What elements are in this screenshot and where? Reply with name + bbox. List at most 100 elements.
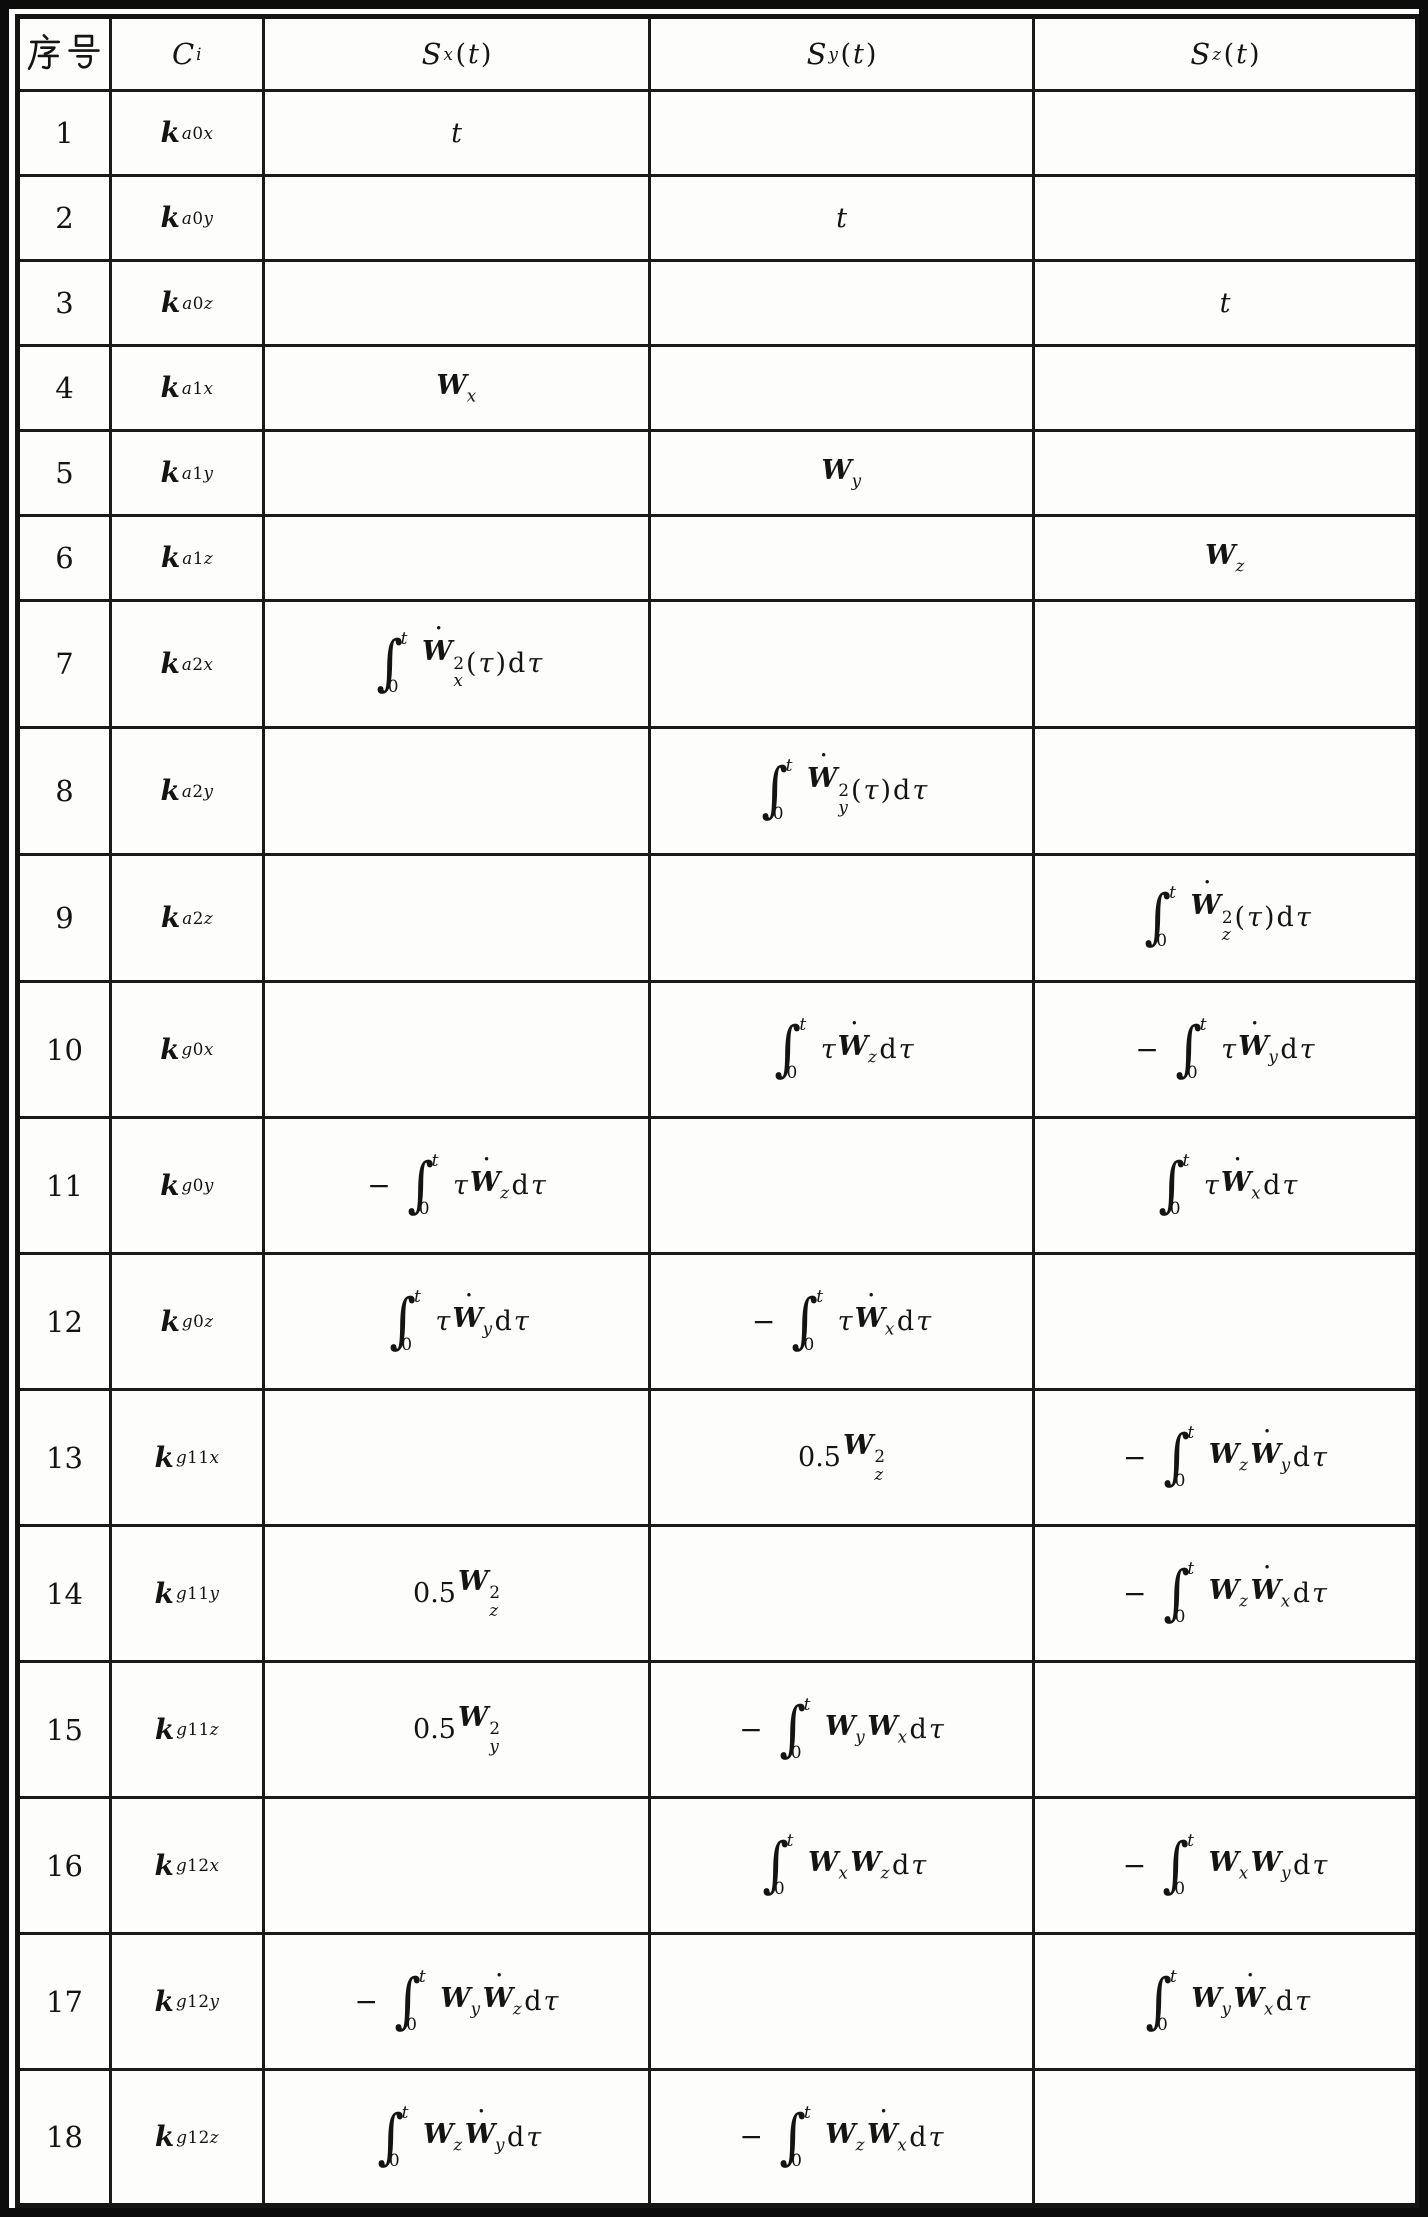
cell-sx	[262, 174, 651, 262]
cell-sx: 0.5 W 2 z	[262, 1524, 651, 1663]
cell-sy	[648, 599, 1035, 729]
cell-sz	[1032, 599, 1419, 729]
hanzi-hao-glyph	[68, 34, 100, 69]
cell-sy: ∫t0W2y(τ)dτ	[648, 726, 1035, 856]
index-header-glyphs	[27, 33, 102, 71]
header-index: 序号	[16, 15, 112, 92]
cell-sx	[262, 980, 651, 1119]
cell-sz: t	[1032, 259, 1419, 347]
cell-index: 7	[16, 599, 112, 729]
cell-sx	[262, 853, 651, 983]
cell-sx: 0.5 W 2 y	[262, 1660, 651, 1799]
cell-sx: −∫t0τWzdτ	[262, 1116, 651, 1255]
cell-ci: k a1x	[109, 344, 265, 432]
cell-index: 2	[16, 174, 112, 262]
cell-sy	[648, 514, 1035, 602]
cell-sz	[1032, 1660, 1419, 1799]
cell-sz: ∫t0W2z(τ)dτ	[1032, 853, 1419, 983]
cell-ci: k g11y	[109, 1524, 265, 1663]
cell-index: 12	[16, 1252, 112, 1391]
cell-sz	[1032, 89, 1419, 177]
cell-sx: −∫t0WyWzdτ	[262, 1932, 651, 2071]
cell-sz	[1032, 2068, 1419, 2207]
cell-sx: Wx	[262, 344, 651, 432]
cell-sz	[1032, 344, 1419, 432]
cell-sz	[1032, 1252, 1419, 1391]
coefficient-table: 序号 Ci Sx(t) Sy(t) Sz(t) 1ka0xt2ka0yt3ka0…	[15, 14, 1419, 2208]
table-body: 1 k a0x t 2 k a0y t 3 k a0z t 4 k a1x Wx 5 k a1y Wy 6 k a1z Wz 7…	[16, 89, 1419, 2207]
cell-index: 14	[16, 1524, 112, 1663]
cell-sz: − ∫ t 0 Wx Wy d τ	[1032, 1796, 1419, 1935]
table-row: 4 k a1x Wx	[16, 344, 1419, 432]
cell-index: 4	[16, 344, 112, 432]
cell-index: 13	[16, 1388, 112, 1527]
cell-index: 3	[16, 259, 112, 347]
cell-sx	[262, 429, 651, 517]
table-row: 15 k g11z 0.5 W 2 y − ∫ t 0 Wy Wx d τ	[16, 1660, 1419, 1799]
cell-sx: t	[262, 89, 651, 177]
cell-sy: − ∫ t 0 Wy Wx d τ	[648, 1660, 1035, 1799]
cell-index: 10	[16, 980, 112, 1119]
cell-ci: k a1z	[109, 514, 265, 602]
cell-ci: k a0y	[109, 174, 265, 262]
cell-sz	[1032, 726, 1419, 856]
table-row: 3 k a0z t	[16, 259, 1419, 347]
cell-sy	[648, 1524, 1035, 1663]
cell-sx	[262, 1796, 651, 1935]
cell-sy	[648, 89, 1035, 177]
cell-index: 9	[16, 853, 112, 983]
cell-sz: ∫t0τWxdτ	[1032, 1116, 1419, 1255]
cell-sx	[262, 514, 651, 602]
cell-sy: t	[648, 174, 1035, 262]
cell-sy: Wy	[648, 429, 1035, 517]
cell-ci: k a2z	[109, 853, 265, 983]
cell-sy	[648, 259, 1035, 347]
cell-index: 11	[16, 1116, 112, 1255]
cell-ci: k g12y	[109, 1932, 265, 2071]
cell-index: 1	[16, 89, 112, 177]
cell-index: 18	[16, 2068, 112, 2207]
table-row: 5 k a1y Wy	[16, 429, 1419, 517]
cell-sz	[1032, 429, 1419, 517]
cell-ci: k g12z	[109, 2068, 265, 2207]
cell-sz: −∫t0τWydτ	[1032, 980, 1419, 1119]
cell-sx: ∫t0WzWydτ	[262, 2068, 651, 2207]
table-row: 16 k g12x ∫ t 0 Wx Wz d τ − ∫ t 0 Wx Wy d τ	[16, 1796, 1419, 1935]
cell-index: 15	[16, 1660, 112, 1799]
cell-index: 8	[16, 726, 112, 856]
table-row: 6 k a1z Wz	[16, 514, 1419, 602]
cell-sy	[648, 1932, 1035, 2071]
cell-sy: ∫t0τWzdτ	[648, 980, 1035, 1119]
cell-index: 6	[16, 514, 112, 602]
cell-sx	[262, 259, 651, 347]
cell-sx: ∫t0τWydτ	[262, 1252, 651, 1391]
cell-ci: k g0z	[109, 1252, 265, 1391]
cell-index: 5	[16, 429, 112, 517]
cell-sz: Wz	[1032, 514, 1419, 602]
cell-ci: k a0x	[109, 89, 265, 177]
cell-ci: k a1y	[109, 429, 265, 517]
cell-ci: k a0z	[109, 259, 265, 347]
cell-ci: k g12x	[109, 1796, 265, 1935]
cell-sx	[262, 1388, 651, 1527]
cell-sy: −∫t0τWxdτ	[648, 1252, 1035, 1391]
cell-sy: −∫t0WzWxdτ	[648, 2068, 1035, 2207]
cell-sy	[648, 853, 1035, 983]
table-row: 1 k a0x t	[16, 89, 1419, 177]
cell-sz: −∫t0WzWydτ	[1032, 1388, 1419, 1527]
